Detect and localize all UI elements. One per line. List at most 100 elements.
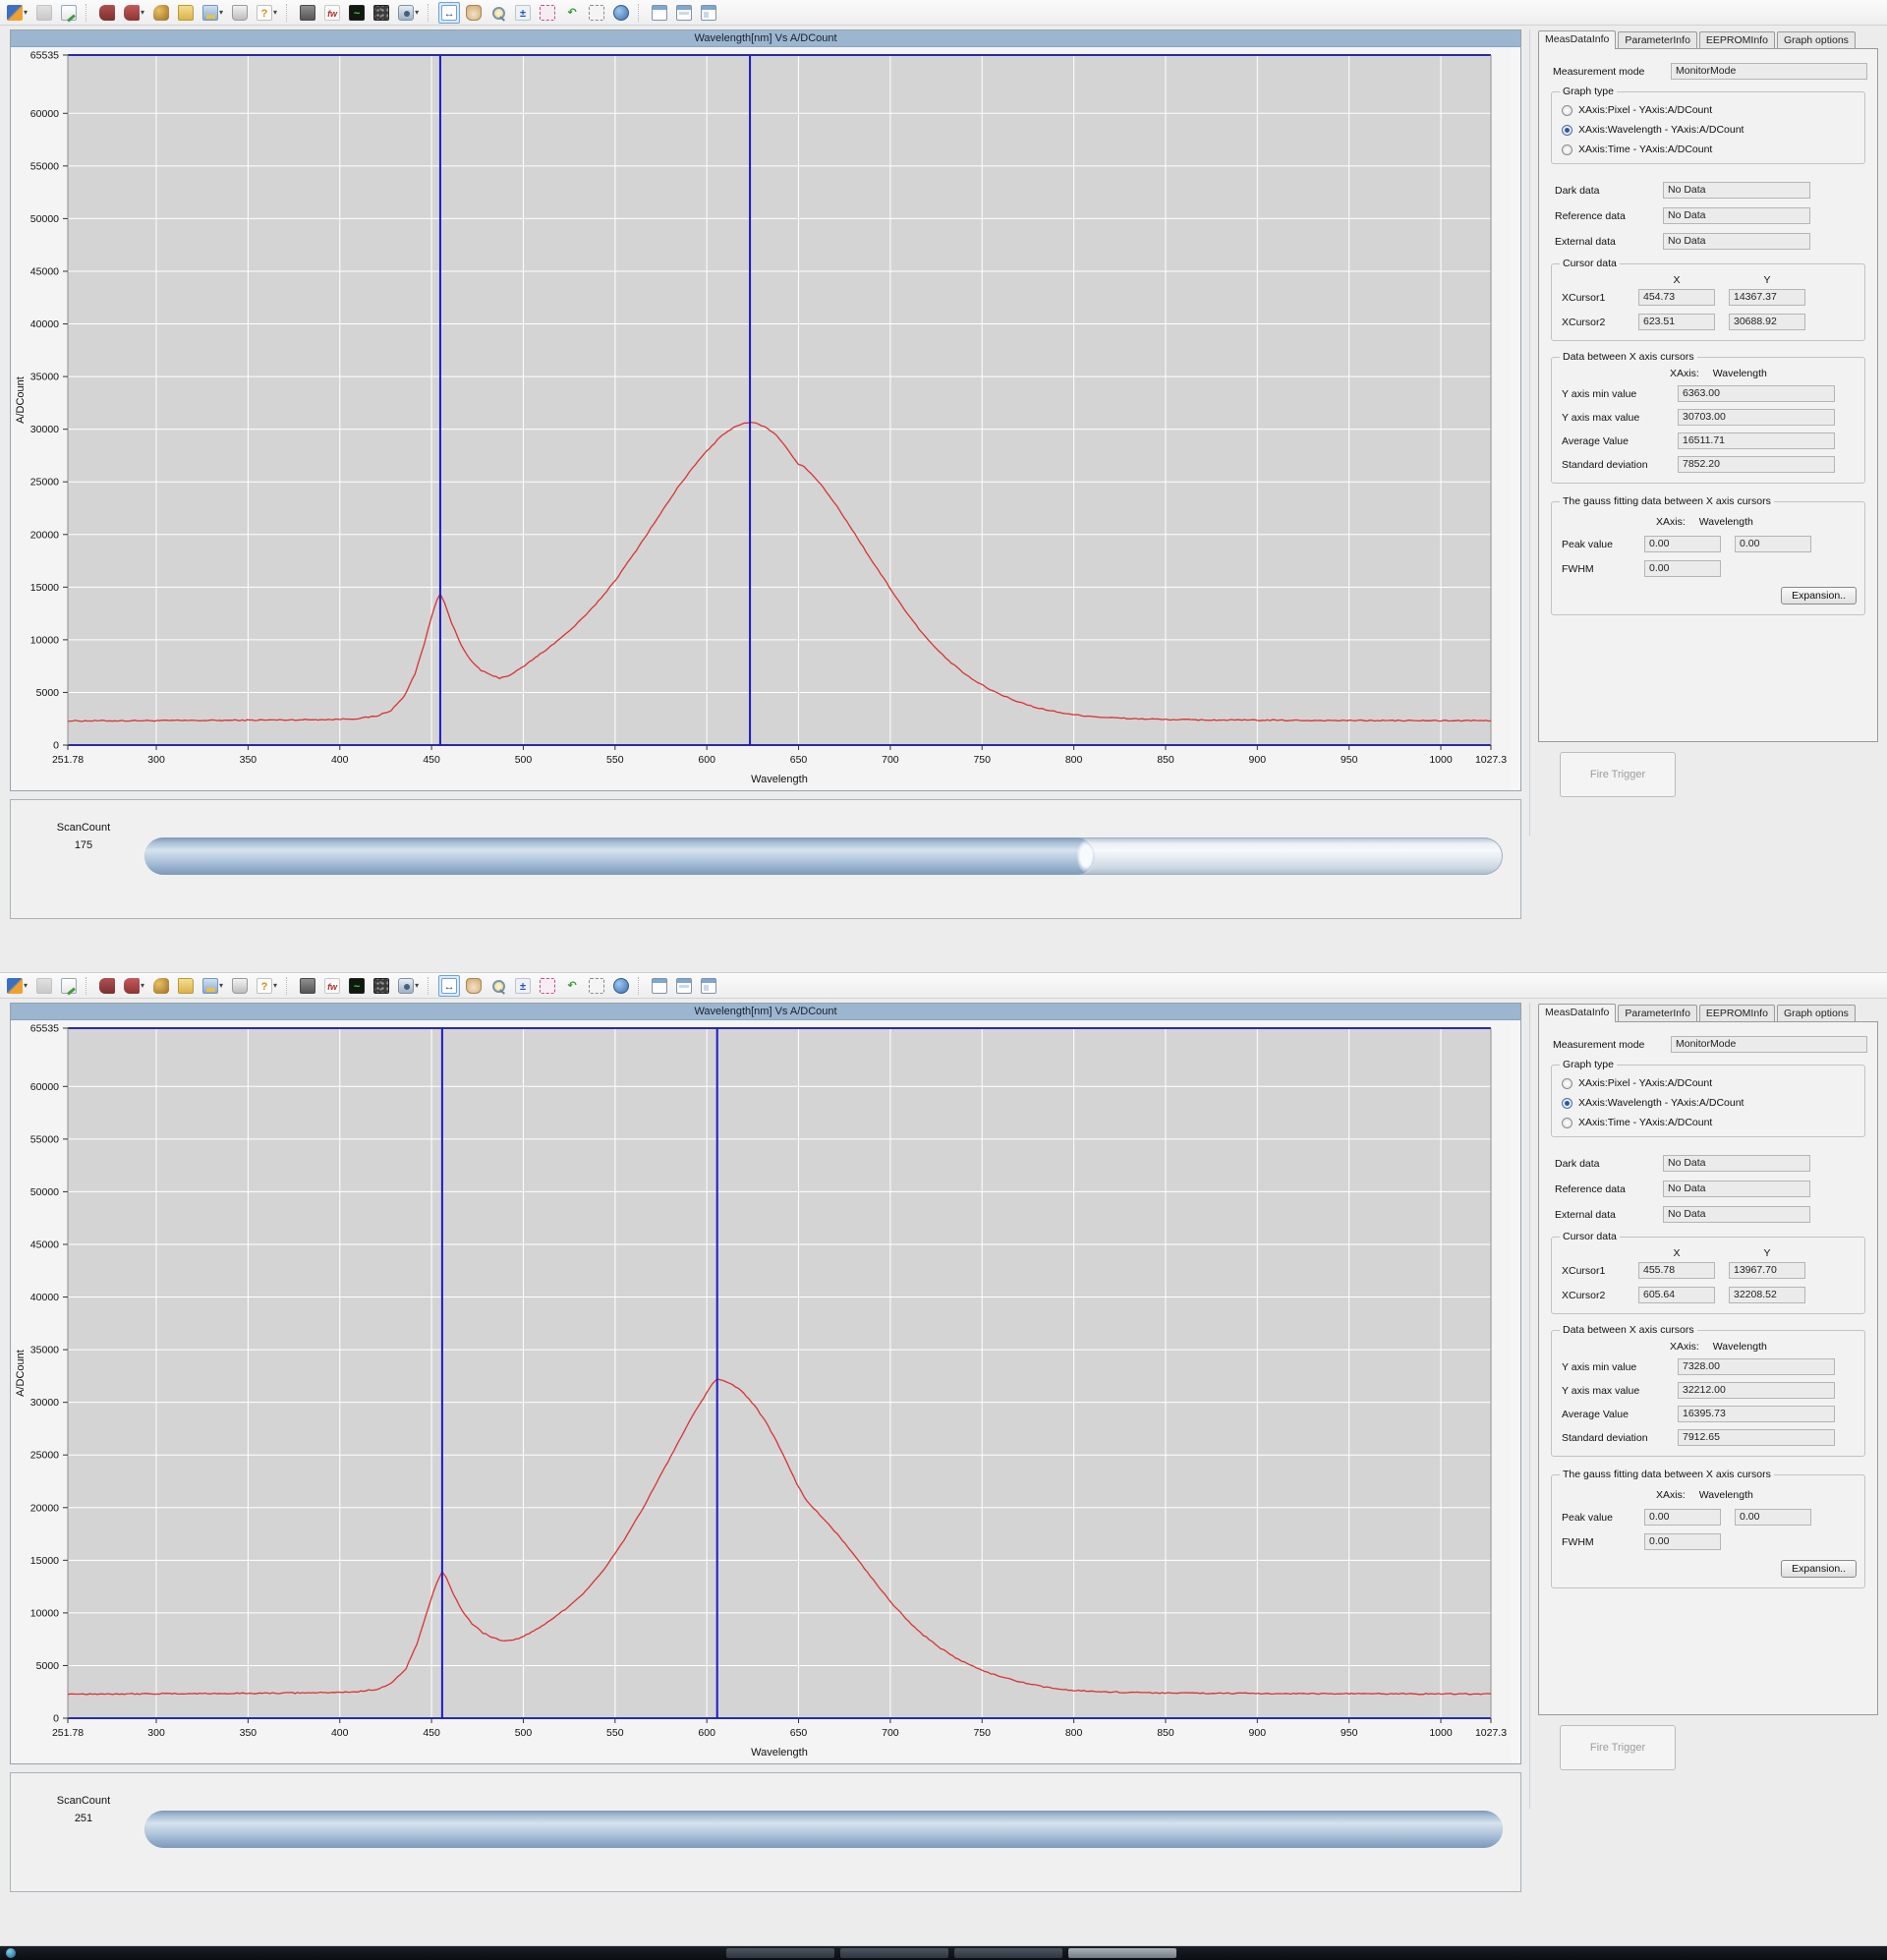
cursor-mode-button[interactable]: [438, 1, 461, 24]
disconnect-device-icon[interactable]: ▾: [121, 2, 147, 24]
help-icon[interactable]: ▾: [254, 975, 280, 997]
taskbar-button[interactable]: [726, 1948, 834, 1958]
print-icon[interactable]: [229, 2, 251, 24]
tab-graph-options[interactable]: Graph options: [1776, 31, 1856, 48]
export-data-icon[interactable]: ▾: [200, 975, 226, 997]
window-cascade-icon[interactable]: [649, 975, 670, 997]
xcursor1-x-field[interactable]: 454.73: [1638, 289, 1715, 306]
snapshot-camera-icon[interactable]: ▾: [395, 2, 422, 24]
fit-view-icon[interactable]: [586, 2, 607, 24]
fit-view-icon[interactable]: [586, 975, 607, 997]
tab-parameterinfo[interactable]: ParameterInfo: [1618, 1005, 1697, 1021]
snapshot-camera-icon[interactable]: ▾: [395, 975, 422, 997]
app-menu-icon[interactable]: ▾: [4, 975, 30, 997]
tab-measdatainfo[interactable]: MeasDataInfo: [1538, 30, 1617, 49]
tab-parameterinfo[interactable]: ParameterInfo: [1618, 31, 1697, 48]
tab-eeprominfo[interactable]: EEPROMInfo: [1698, 1005, 1775, 1021]
zoom-in-out-icon[interactable]: [512, 2, 534, 24]
cursor-mode-button[interactable]: [438, 974, 461, 997]
save-icon[interactable]: [33, 2, 55, 24]
xcursor2-x-field[interactable]: 605.64: [1638, 1287, 1715, 1303]
dropdown-caret-icon[interactable]: ▾: [24, 981, 29, 990]
spectrum-chart[interactable]: 0 5000 10000 15000 20000 25000 30000 35000 40000…: [11, 47, 1511, 790]
radio-xaxis-wavelength[interactable]: [1562, 1097, 1572, 1109]
taskbar-start-icon[interactable]: [6, 1948, 16, 1958]
help-icon[interactable]: ▾: [254, 2, 280, 24]
xcursor1-y-field[interactable]: 14367.37: [1729, 289, 1805, 306]
link-view-icon[interactable]: [610, 2, 632, 24]
noise-graph-icon[interactable]: [371, 975, 392, 997]
fire-trigger-button[interactable]: Fire Trigger: [1560, 1725, 1676, 1770]
export-data-icon[interactable]: ▾: [200, 2, 226, 24]
dropdown-caret-icon[interactable]: ▾: [273, 8, 278, 17]
xcursor2-y-field[interactable]: 32208.52: [1729, 1287, 1805, 1303]
xcursor1-y-field[interactable]: 13967.70: [1729, 1262, 1805, 1279]
taskbar-button[interactable]: [840, 1948, 948, 1958]
window-report-icon[interactable]: [698, 2, 719, 24]
connect-device-icon[interactable]: [96, 2, 118, 24]
dropdown-caret-icon[interactable]: ▾: [141, 981, 145, 990]
pan-hand-icon[interactable]: [463, 2, 485, 24]
xcursor2-y-field[interactable]: 30688.92: [1729, 314, 1805, 330]
radio-xaxis-time[interactable]: [1562, 144, 1572, 155]
spectrum-chart[interactable]: 0 5000 10000 15000 20000 25000 30000 35000 40000…: [11, 1020, 1511, 1763]
link-view-icon[interactable]: [610, 975, 632, 997]
disconnect-device-icon[interactable]: ▾: [121, 975, 147, 997]
app-menu-icon[interactable]: ▾: [4, 2, 30, 24]
xcursor1-x-field[interactable]: 455.78: [1638, 1262, 1715, 1279]
tab-measdatainfo[interactable]: MeasDataInfo: [1538, 1004, 1617, 1022]
fire-trigger-button[interactable]: Fire Trigger: [1560, 752, 1676, 797]
taskbar-button[interactable]: [954, 1948, 1062, 1958]
dropdown-caret-icon[interactable]: ▾: [219, 981, 224, 990]
radio-xaxis-time[interactable]: [1562, 1117, 1572, 1128]
pan-hand-icon[interactable]: [463, 975, 485, 997]
toolbar: ▾ ▾ ▾ ▾ ▾: [0, 0, 1887, 26]
dropdown-caret-icon[interactable]: ▾: [415, 8, 420, 17]
tool-icon[interactable]: [150, 2, 172, 24]
svg-text:Wavelength: Wavelength: [751, 1747, 808, 1758]
monitor-graph-icon[interactable]: [346, 975, 368, 997]
dropdown-caret-icon[interactable]: ▾: [141, 8, 145, 17]
tool-icon[interactable]: [150, 975, 172, 997]
open-folder-icon[interactable]: [175, 975, 197, 997]
region-select-icon[interactable]: [537, 2, 558, 24]
dropdown-caret-icon[interactable]: ▾: [415, 981, 420, 990]
taskbar-button[interactable]: [1068, 1948, 1176, 1958]
dark-measurement-icon[interactable]: [297, 2, 318, 24]
xcursor2-x-field[interactable]: 623.51: [1638, 314, 1715, 330]
dark-measurement-icon[interactable]: [297, 975, 318, 997]
reference-measurement-icon[interactable]: [321, 975, 343, 997]
dropdown-caret-icon[interactable]: ▾: [219, 8, 224, 17]
dropdown-caret-icon[interactable]: ▾: [24, 8, 29, 17]
connect-device-icon[interactable]: [96, 975, 118, 997]
zoom-in-out-icon[interactable]: [512, 975, 534, 997]
open-folder-icon[interactable]: [175, 2, 197, 24]
window-tile-icon[interactable]: [673, 2, 695, 24]
window-report-icon[interactable]: [698, 975, 719, 997]
save-icon[interactable]: [33, 975, 55, 997]
window-tile-icon[interactable]: [673, 975, 695, 997]
tab-eeprominfo[interactable]: EEPROMInfo: [1698, 31, 1775, 48]
expansion-button[interactable]: Expansion..: [1781, 1560, 1857, 1578]
zoom-search-icon[interactable]: [487, 2, 509, 24]
window-cascade-icon[interactable]: [649, 2, 670, 24]
expansion-button[interactable]: Expansion..: [1781, 587, 1857, 605]
zoom-search-icon[interactable]: [487, 975, 509, 997]
edit-settings-icon[interactable]: [58, 975, 80, 997]
tab-graph-options[interactable]: Graph options: [1776, 1005, 1856, 1021]
reference-measurement-icon[interactable]: [321, 2, 343, 24]
radio-xaxis-pixel[interactable]: [1562, 104, 1572, 116]
dark-measurement-icon: [300, 977, 316, 994]
radio-xaxis-wavelength[interactable]: [1562, 124, 1572, 136]
radio-xaxis-pixel[interactable]: [1562, 1077, 1572, 1089]
undo-zoom-icon[interactable]: [561, 2, 583, 24]
dropdown-caret-icon[interactable]: ▾: [273, 981, 278, 990]
edit-settings-icon[interactable]: [58, 2, 80, 24]
region-select-icon[interactable]: [537, 975, 558, 997]
noise-graph-icon[interactable]: [371, 2, 392, 24]
ymin-label: Y axis min value: [1562, 1360, 1637, 1373]
undo-zoom-icon[interactable]: [561, 975, 583, 997]
svg-text:950: 950: [1341, 754, 1358, 766]
monitor-graph-icon[interactable]: [346, 2, 368, 24]
print-icon[interactable]: [229, 975, 251, 997]
